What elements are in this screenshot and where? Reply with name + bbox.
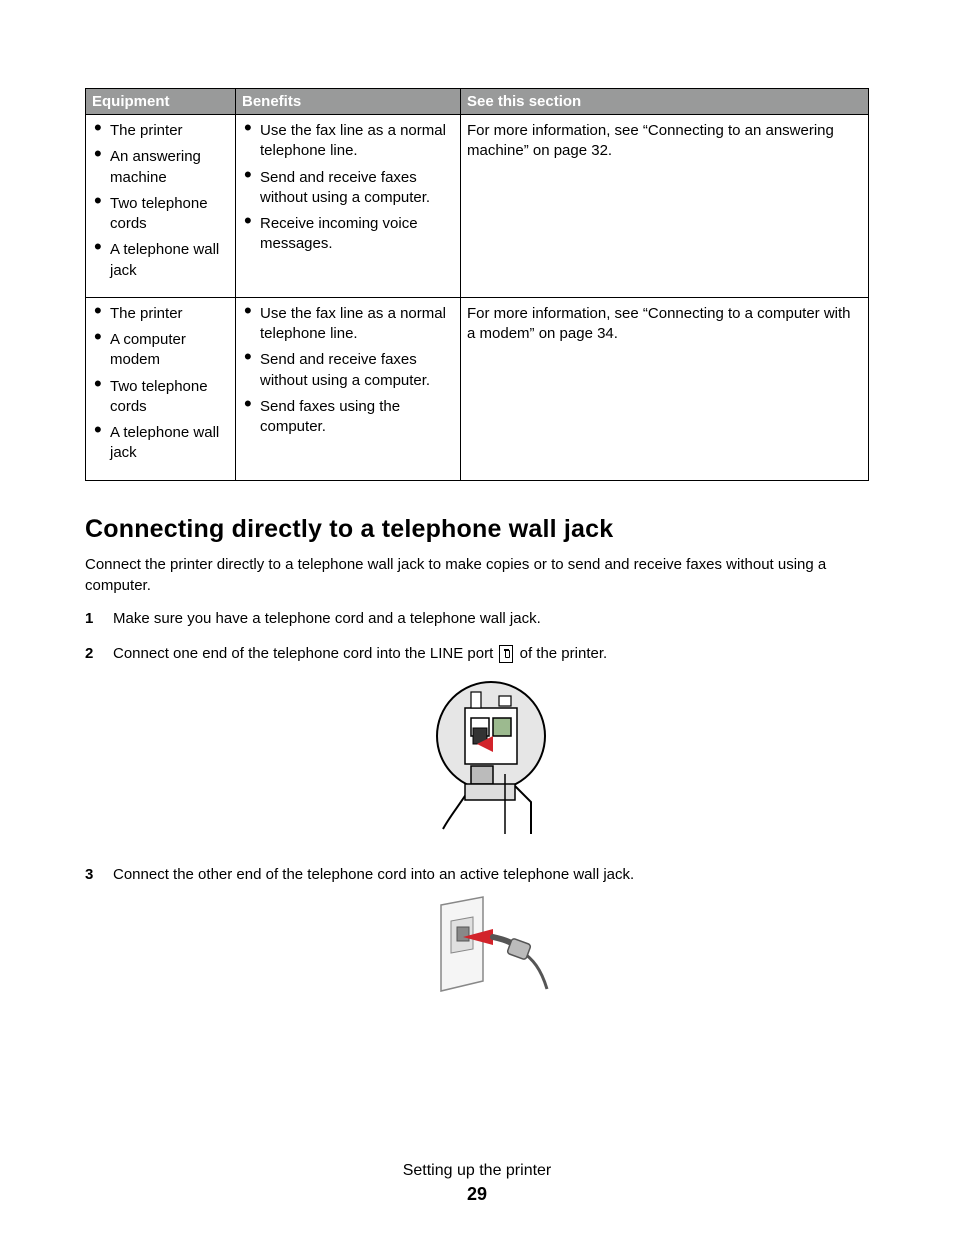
- list-item: The printer: [92, 121, 229, 141]
- step-number: 2: [85, 643, 93, 664]
- page-footer: Setting up the printer 29: [0, 1162, 954, 1205]
- list-item: An answering machine: [92, 147, 229, 188]
- wall-jack-illustration: [421, 895, 561, 1005]
- step-text: Connect the other end of the telephone c…: [113, 866, 634, 883]
- col-header-section: See this section: [461, 89, 869, 115]
- cell-equipment: The printer A computer modem Two telepho…: [86, 297, 236, 480]
- list-item: Send and receive faxes without using a c…: [242, 168, 454, 209]
- step-text-post: of the printer.: [515, 645, 607, 662]
- intro-paragraph: Connect the printer directly to a teleph…: [85, 554, 869, 596]
- cell-section: For more information, see “Connecting to…: [461, 115, 869, 298]
- step-text: Make sure you have a telephone cord and …: [113, 610, 541, 627]
- list-item: Send faxes using the computer.: [242, 397, 454, 438]
- figure-printer-port: [113, 674, 869, 850]
- step-item: 3 Connect the other end of the telephone…: [85, 864, 869, 1011]
- col-header-equipment: Equipment: [86, 89, 236, 115]
- table-header-row: Equipment Benefits See this section: [86, 89, 869, 115]
- list-item: A telephone wall jack: [92, 240, 229, 281]
- step-number: 3: [85, 864, 93, 885]
- list-item: Receive incoming voice messages.: [242, 214, 454, 255]
- printer-port-illustration: [421, 674, 561, 844]
- step-item: 1 Make sure you have a telephone cord an…: [85, 608, 869, 629]
- cell-section: For more information, see “Connecting to…: [461, 297, 869, 480]
- line-port-icon: [499, 645, 513, 663]
- list-item: A telephone wall jack: [92, 423, 229, 464]
- list-item: The printer: [92, 304, 229, 324]
- list-item: Two telephone cords: [92, 194, 229, 235]
- list-item: Send and receive faxes without using a c…: [242, 350, 454, 391]
- step-text-pre: Connect one end of the telephone cord in…: [113, 645, 497, 662]
- list-item: Use the fax line as a normal telephone l…: [242, 121, 454, 162]
- step-number: 1: [85, 608, 93, 629]
- page: Equipment Benefits See this section The …: [0, 0, 954, 1235]
- steps-list: 1 Make sure you have a telephone cord an…: [85, 608, 869, 1011]
- list-item: Use the fax line as a normal telephone l…: [242, 304, 454, 345]
- footer-page-number: 29: [0, 1184, 954, 1205]
- list-item: A computer modem: [92, 330, 229, 371]
- step-item: 2 Connect one end of the telephone cord …: [85, 643, 869, 850]
- table-row: The printer A computer modem Two telepho…: [86, 297, 869, 480]
- col-header-benefits: Benefits: [236, 89, 461, 115]
- footer-title: Setting up the printer: [0, 1162, 954, 1180]
- table-row: The printer An answering machine Two tel…: [86, 115, 869, 298]
- cell-equipment: The printer An answering machine Two tel…: [86, 115, 236, 298]
- section-heading: Connecting directly to a telephone wall …: [85, 515, 869, 544]
- cell-benefits: Use the fax line as a normal telephone l…: [236, 297, 461, 480]
- list-item: Two telephone cords: [92, 377, 229, 418]
- cell-benefits: Use the fax line as a normal telephone l…: [236, 115, 461, 298]
- equipment-table: Equipment Benefits See this section The …: [85, 88, 869, 481]
- figure-wall-jack: [113, 895, 869, 1011]
